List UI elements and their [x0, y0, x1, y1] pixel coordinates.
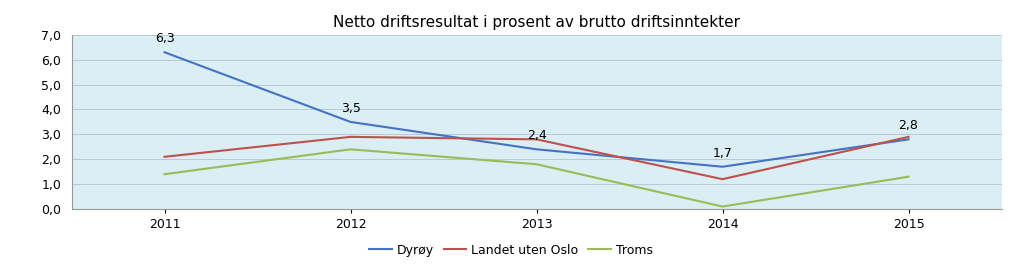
- Line: Landet uten Oslo: Landet uten Oslo: [165, 137, 909, 179]
- Troms: [716, 205, 729, 208]
- Dyrøy: [344, 120, 357, 124]
- Text: 6,3: 6,3: [154, 32, 175, 45]
- Text: 3,5: 3,5: [340, 102, 361, 115]
- Line: Dyrøy: Dyrøy: [165, 52, 909, 167]
- Text: 1,7: 1,7: [712, 147, 733, 160]
- Landet uten Oslo: [530, 138, 543, 141]
- Landet uten Oslo: [344, 135, 357, 139]
- Dyrøy: [716, 165, 729, 168]
- Landet uten Oslo: [716, 178, 729, 181]
- Line: Troms: Troms: [165, 149, 909, 207]
- Text: 2,8: 2,8: [898, 119, 919, 132]
- Troms: [902, 175, 915, 178]
- Dyrøy: [530, 148, 543, 151]
- Landet uten Oslo: [902, 135, 915, 139]
- Dyrøy: [902, 138, 915, 141]
- Dyrøy: [158, 51, 171, 54]
- Troms: [158, 173, 171, 176]
- Title: Netto driftsresultat i prosent av brutto driftsinntekter: Netto driftsresultat i prosent av brutto…: [333, 14, 740, 29]
- Text: 2,4: 2,4: [526, 129, 547, 142]
- Troms: [530, 163, 543, 166]
- Troms: [344, 148, 357, 151]
- Legend: Dyrøy, Landet uten Oslo, Troms: Dyrøy, Landet uten Oslo, Troms: [364, 239, 658, 262]
- Landet uten Oslo: [158, 155, 171, 158]
